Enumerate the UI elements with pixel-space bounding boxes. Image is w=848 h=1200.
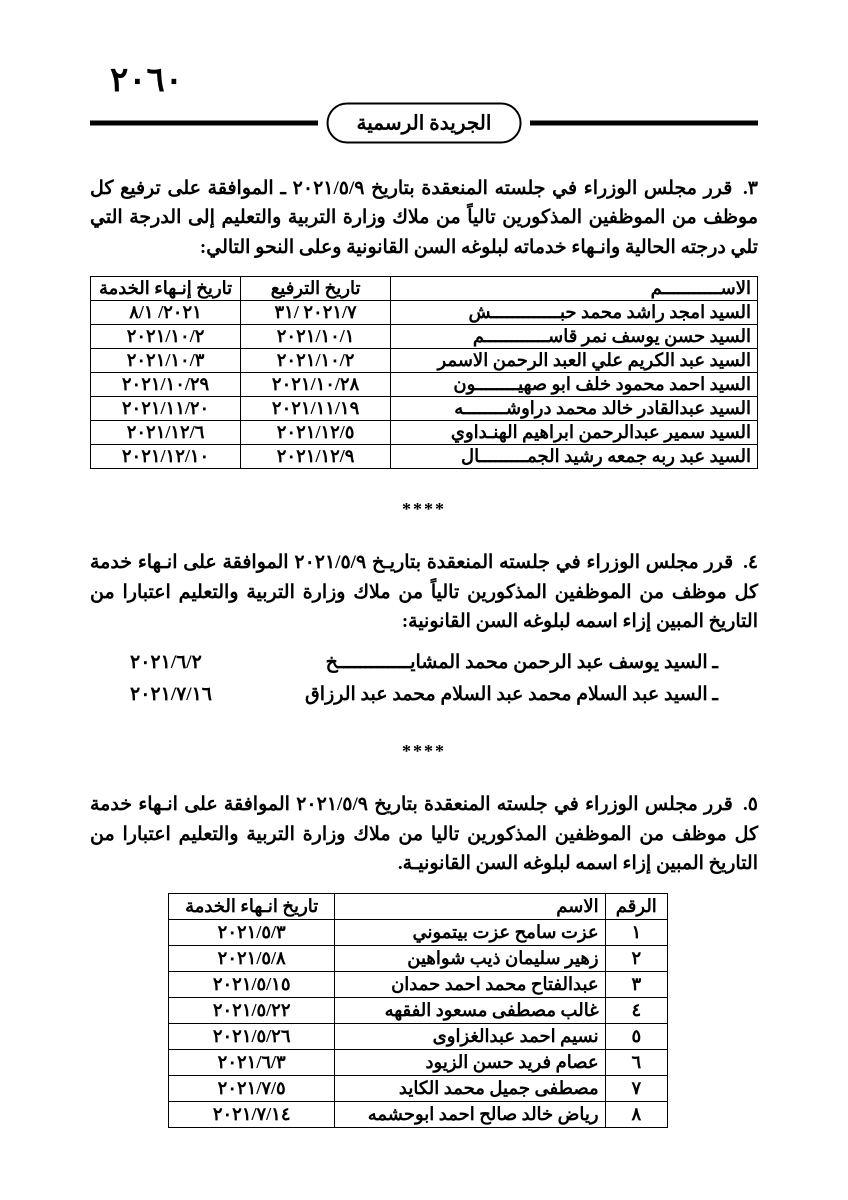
col-num: الرقم: [605, 893, 667, 919]
cell-name: السيد عبد الكريم علي العبد الرحمن الاسمر: [391, 349, 758, 373]
section-number: ٤.: [743, 548, 758, 577]
cell-name: رياض خالد صالح احمد ابوحشمه: [335, 1101, 605, 1127]
cell-promo-date: ٢٠٢١/١٠/٢: [241, 349, 391, 373]
cell-end-date: ٢٠٢١/١١/٢٠: [91, 397, 241, 421]
cell-promo-date: ٢٠٢١/١٠/٢٨: [241, 373, 391, 397]
cell-num: ٢: [605, 945, 667, 971]
cell-num: ١: [605, 919, 667, 945]
table-row: السيد عبدالقادر خالد محمد دراوشــــــــه…: [91, 397, 758, 421]
table-row: ١عزت سامح عزت بيتموني٢٠٢١/٥/٣: [169, 919, 668, 945]
table-row: ٤غالب مصطفى مسعود الفقهه٢٠٢١/٥/٢٢: [169, 997, 668, 1023]
section-number: ٥.: [743, 790, 758, 819]
table-row: السيد امجد راشد محمد حبـــــــــــــش٢٠٢…: [91, 301, 758, 325]
cell-end-date: ٢٠٢١/٧/١٤: [169, 1101, 335, 1127]
cell-num: ٥: [605, 1023, 667, 1049]
table-row: السيد احمد محمود خلف ابو صهيــــــــون٢٠…: [91, 373, 758, 397]
cell-num: ٧: [605, 1075, 667, 1101]
section-4-paragraph: ٤. قرر مجلس الوزراء في جلسته المنعقدة بت…: [90, 548, 758, 636]
cell-end-date: ٢٠٢١/٥/٣: [169, 919, 335, 945]
cell-promo-date: ٢٠٢١/١٠/١: [241, 325, 391, 349]
cell-end-date: ٢٠٢١/٧/٥: [169, 1075, 335, 1101]
header-rule: الجريدة الرسمية: [90, 100, 758, 146]
section-4-name-list: ـ السيد يوسف عبد الرحمن محمد المشايـــــ…: [90, 647, 758, 712]
cell-num: ٤: [605, 997, 667, 1023]
table-header-row: الاســـــــــــم تاريخ الترفيع تاريخ إنـ…: [91, 277, 758, 301]
table-row: ٢زهير سليمان ذيب شواهين٢٠٢١/٥/٨: [169, 945, 668, 971]
cell-name: السيد امجد راشد محمد حبـــــــــــــش: [391, 301, 758, 325]
page-number: ٢٠٦٠: [110, 60, 183, 100]
col-end: تاريخ انـهاء الخدمة: [169, 893, 335, 919]
cell-num: ٦: [605, 1049, 667, 1075]
table-row: السيد سمير عبدالرحمن ابراهيم الهنـداوي٢٠…: [91, 421, 758, 445]
list-date: ٢٠٢١/٦/٢: [130, 647, 202, 679]
cell-name: غالب مصطفى مسعود الفقهه: [335, 997, 605, 1023]
cell-name: السيد احمد محمود خلف ابو صهيــــــــون: [391, 373, 758, 397]
cell-end-date: ٢٠٢١/٥/١٥: [169, 971, 335, 997]
cell-end-date: ٢٠٢١/٦/٣: [169, 1049, 335, 1075]
col-name: الاســـــــــــم: [391, 277, 758, 301]
cell-name: عصام فريد حسن الزيود: [335, 1049, 605, 1075]
table-row: ٣عبدالفتاح محمد احمد حمدان٢٠٢١/٥/١٥: [169, 971, 668, 997]
separator: ****: [90, 741, 758, 762]
page: ٢٠٦٠ الجريدة الرسمية ٣. قرر مجلس الوزراء…: [0, 0, 848, 1200]
table-row: السيد عبد الكريم علي العبد الرحمن الاسمر…: [91, 349, 758, 373]
section-number: ٣.: [743, 174, 758, 203]
table-row: ٥نسيم احمد عبدالغزاوى٢٠٢١/٥/٢٦: [169, 1023, 668, 1049]
cell-end-date: ٢٠٢١/٥/٢٢: [169, 997, 335, 1023]
section-text: قرر مجلس الوزراء في جلسته المنعقدة بتاري…: [90, 178, 758, 258]
table-row: السيد عبد ربه جمعه رشيد الجمـــــــــال٢…: [91, 445, 758, 469]
cell-promo-date: ٢٠٢١/١١/١٩: [241, 397, 391, 421]
cell-promo-date: ٢٠٢١/٧ /٣١: [241, 301, 391, 325]
cell-name: نسيم احمد عبدالغزاوى: [335, 1023, 605, 1049]
table-header-row: الرقم الاسم تاريخ انـهاء الخدمة: [169, 893, 668, 919]
col-end: تاريخ إنـهاء الخدمة: [91, 277, 241, 301]
cell-num: ٨: [605, 1101, 667, 1127]
cell-end-date: ٢٠٢١/١٠/٢٩: [91, 373, 241, 397]
cell-end-date: ٢٠٢١/٥/٢٦: [169, 1023, 335, 1049]
list-name: ـ السيد يوسف عبد الرحمن محمد المشايـــــ…: [232, 647, 718, 679]
section-5-paragraph: ٥. قرر مجلس الوزراء في جلسته المنعقدة بت…: [90, 790, 758, 878]
cell-end-date: ٢٠٢١/ ٨/١: [91, 301, 241, 325]
col-name: الاسم: [335, 893, 605, 919]
col-promo: تاريخ الترفيع: [241, 277, 391, 301]
section-3-table: الاســـــــــــم تاريخ الترفيع تاريخ إنـ…: [90, 276, 758, 469]
cell-end-date: ٢٠٢١/١٢/٦: [91, 421, 241, 445]
table-row: ٨رياض خالد صالح احمد ابوحشمه٢٠٢١/٧/١٤: [169, 1101, 668, 1127]
cell-name: السيد عبد ربه جمعه رشيد الجمـــــــــال: [391, 445, 758, 469]
cell-name: عزت سامح عزت بيتموني: [335, 919, 605, 945]
cell-end-date: ٢٠٢١/١٠/٢: [91, 325, 241, 349]
section-3-paragraph: ٣. قرر مجلس الوزراء في جلسته المنعقدة بت…: [90, 174, 758, 262]
cell-num: ٣: [605, 971, 667, 997]
separator: ****: [90, 499, 758, 520]
name-list-row: ـ السيد يوسف عبد الرحمن محمد المشايـــــ…: [130, 647, 718, 679]
cell-name: عبدالفتاح محمد احمد حمدان: [335, 971, 605, 997]
cell-end-date: ٢٠٢١/١٠/٣: [91, 349, 241, 373]
cell-name: السيد سمير عبدالرحمن ابراهيم الهنـداوي: [391, 421, 758, 445]
section-5-table: الرقم الاسم تاريخ انـهاء الخدمة ١عزت سام…: [168, 893, 668, 1128]
cell-end-date: ٢٠٢١/٥/٨: [169, 945, 335, 971]
table-row: ٦عصام فريد حسن الزيود٢٠٢١/٦/٣: [169, 1049, 668, 1075]
cell-promo-date: ٢٠٢١/١٢/٩: [241, 445, 391, 469]
list-date: ٢٠٢١/٧/١٦: [130, 679, 212, 711]
cell-name: السيد عبدالقادر خالد محمد دراوشــــــــه: [391, 397, 758, 421]
cell-name: مصطفى جميل محمد الكايد: [335, 1075, 605, 1101]
table-row: السيد حسن يوسف نمر قاســــــــــــم٢٠٢١/…: [91, 325, 758, 349]
section-text: قرر مجلس الوزراء في جلسته المنعقدة بتاري…: [90, 552, 758, 632]
section-text: قرر مجلس الوزراء في جلسته المنعقدة بتاري…: [90, 794, 758, 874]
cell-name: زهير سليمان ذيب شواهين: [335, 945, 605, 971]
cell-promo-date: ٢٠٢١/١٢/٥: [241, 421, 391, 445]
name-list-row: ـ السيد عبد السلام محمد عبد السلام محمد …: [130, 679, 718, 711]
table-row: ٧مصطفى جميل محمد الكايد٢٠٢١/٧/٥: [169, 1075, 668, 1101]
gazette-label: الجريدة الرسمية: [327, 103, 522, 144]
cell-name: السيد حسن يوسف نمر قاســــــــــــم: [391, 325, 758, 349]
list-name: ـ السيد عبد السلام محمد عبد السلام محمد …: [242, 679, 718, 711]
cell-end-date: ٢٠٢١/١٢/١٠: [91, 445, 241, 469]
rule-segment: [530, 121, 758, 126]
rule-segment: [90, 121, 318, 126]
